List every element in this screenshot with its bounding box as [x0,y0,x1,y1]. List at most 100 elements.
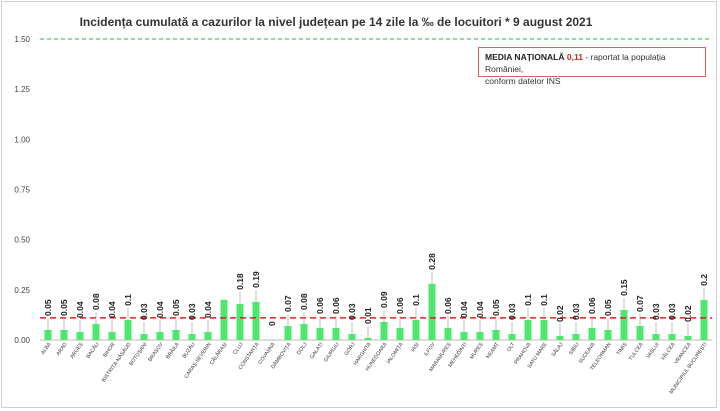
bar [668,333,676,340]
bar [124,319,132,340]
bar [220,299,228,340]
category-label: TIMIȘ [616,341,629,356]
bar [652,333,660,340]
value-label: 0.08 [91,293,101,310]
y-tick-label: 0.75 [14,186,30,195]
y-axis: 0.00 0.25 0.50 0.75 1.00 1.25 1.50 [14,35,712,345]
value-label: 0.2 [699,274,709,286]
value-label: 0.02 [683,305,693,322]
value-label: 0.05 [603,299,613,316]
value-label: 0.03 [667,303,677,320]
category-label: NEAMȚ [485,341,501,360]
value-label: 0.03 [187,303,197,320]
category-label: DOLJ [296,341,309,356]
category-label: ARAD [55,342,68,357]
value-label: 0.15 [619,279,629,296]
y-tick-label: 1.00 [14,135,30,144]
y-tick-label: 0.00 [14,336,30,345]
bar [412,319,420,340]
bar [300,323,308,340]
category-label: BUZĂU [181,341,197,360]
value-label: 0.03 [651,303,661,320]
bar [284,325,292,340]
bar [60,329,68,340]
bar [476,331,484,340]
value-label: 0.06 [587,297,597,314]
value-labels: 0.05 0.05 0.04 0.08 0.04 0.1 0.03 0.04 0.05 0.03 0… [43,253,709,338]
bar [204,331,212,340]
value-label: 0.09 [379,291,389,308]
bar [556,335,564,340]
value-label: 0.03 [507,303,517,320]
value-label: 0.05 [43,299,53,316]
bar [588,327,596,340]
bar [604,329,612,340]
value-label: 0.03 [571,303,581,320]
category-label: GORJ [343,341,356,357]
category-label: ALBA [40,341,53,356]
bar [188,333,196,340]
bar [316,327,324,340]
y-tick-label: 0.25 [14,286,30,295]
value-label: 0.04 [475,301,485,318]
bar [236,303,244,340]
bar [332,327,340,340]
value-label: 0.04 [107,301,117,318]
bar [684,335,692,340]
value-label: 0.04 [75,301,85,318]
chart-title: Incidența cumulată a cazurilor la nivel … [80,15,593,29]
bar [460,331,468,340]
value-label: 0.07 [635,295,645,312]
value-label: 0.06 [443,297,453,314]
category-label: BACĂU [85,341,101,360]
category-label: OLT [506,341,517,353]
category-label: CLUJ [232,341,245,355]
category-label: BIHOR [102,342,116,359]
value-label: 0.04 [459,301,469,318]
bar [108,331,116,340]
value-label: 0.1 [539,294,549,306]
value-label: 0.04 [155,301,165,318]
value-label: 0.28 [427,253,437,270]
value-label: 0.06 [315,297,325,314]
category-label: ARGEȘ [69,341,85,360]
bar [140,333,148,340]
value-label: 0.04 [203,301,213,318]
bar [156,331,164,340]
value-label: 0.03 [139,303,149,320]
legend-note-line2: conform datelor INS [485,76,561,86]
bar [172,329,180,340]
value-label: 0.1 [123,294,133,306]
bar [572,333,580,340]
bar [700,299,708,340]
bar [444,327,452,340]
category-label: SĂLAJ [550,341,565,358]
value-label: 0.01 [363,307,373,324]
bar [44,329,52,340]
bar [492,329,500,340]
category-label: SIBIU [568,342,581,357]
value-label: 0.03 [347,303,357,320]
value-label: 0.1 [523,294,533,306]
value-label: 0.02 [555,305,565,322]
category-label: BISTRIȚA-NĂSĂUD [100,341,133,383]
x-axis-labels: ALBA ARAD ARGEȘ BACĂU BIHORBISTRIȚA-NĂSĂUDBO… [40,341,709,396]
legend-heading: MEDIA NAȚIONALĂ [485,52,565,62]
value-label: 0.05 [171,299,181,316]
bar [252,301,260,340]
category-label: GIURGIU [323,342,341,364]
national-average-legend: MEDIA NAȚIONALĂ 0,11 - raportat la popul… [478,47,706,86]
value-label: 0 [267,321,277,326]
bar [396,327,404,340]
category-label: TULCEA [628,341,645,362]
bars [44,283,708,340]
value-label: 0.18 [235,273,245,290]
category-label: GALAȚI [309,342,324,361]
bar [636,325,644,340]
bar [620,309,628,340]
category-label: BRĂILA [164,341,181,361]
y-tick-label: 0.50 [14,236,30,245]
bar [540,319,548,340]
y-tick-label: 1.50 [14,35,30,44]
